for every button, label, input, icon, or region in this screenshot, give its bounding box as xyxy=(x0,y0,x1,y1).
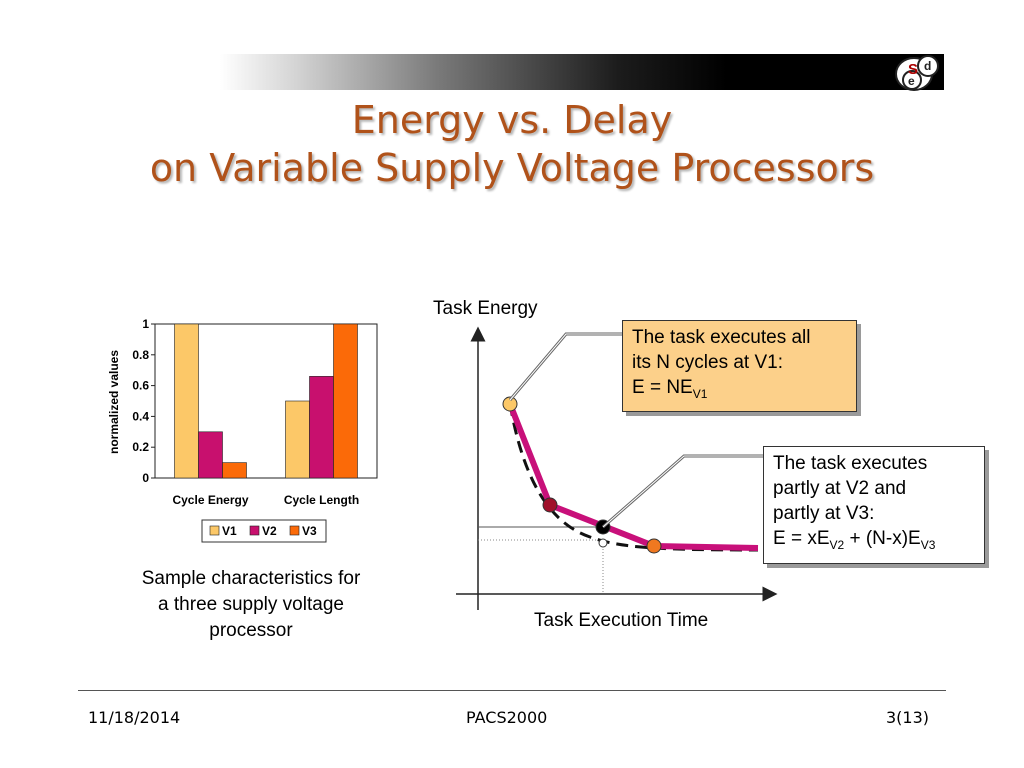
y-axis-label-task-energy: Task Energy xyxy=(433,298,538,319)
v3-point xyxy=(646,538,662,554)
chart-legend: V1 V2 V3 xyxy=(201,519,327,543)
callout2-line2: partly at V2 and xyxy=(773,478,907,499)
y-axis-label: normalized values xyxy=(107,350,121,454)
y-ticks: 0 0.2 0.4 0.6 0.8 1 xyxy=(132,317,155,485)
sed-logo: S d e xyxy=(895,55,939,91)
y-tick-label: 0.2 xyxy=(132,440,149,454)
v1-point xyxy=(502,396,518,412)
bar-chart: 00.20.40.60.81 Cycle Energy Cycle Length … xyxy=(107,317,378,543)
svg-text:S: S xyxy=(908,61,918,78)
svg-text:d: d xyxy=(924,59,931,73)
callout2-leader-inner xyxy=(602,455,763,528)
callout1-line1: The task executes all xyxy=(632,327,811,348)
ideal-point xyxy=(598,538,608,548)
y-tick-label: 0.8 xyxy=(132,348,149,362)
header-gradient-bar xyxy=(220,54,944,90)
x-categories: Cycle Energy Cycle Length xyxy=(172,493,359,507)
callout1-formula: E = NEV1 xyxy=(632,377,708,401)
x-axis-label-task-time: Task Execution Time xyxy=(534,610,709,631)
bar-v3-cycle-length xyxy=(333,323,358,479)
legend-swatch-v3 xyxy=(289,525,300,536)
footer-page-number: 3(13) xyxy=(886,708,930,727)
bar-v1-cycle-energy xyxy=(174,323,199,479)
y-tick-label: 1 xyxy=(142,317,149,331)
continuous-voltage-curve xyxy=(508,403,759,552)
title-line-1: Energy vs. Delay xyxy=(351,98,673,142)
slide-title: Energy vs. Delay on Variable Supply Volt… xyxy=(0,96,1024,192)
callout2-line3: partly at V3: xyxy=(773,503,875,524)
x-category-label: Cycle Length xyxy=(284,493,359,507)
discrete-voltage-curve xyxy=(507,402,759,551)
callout1-leader xyxy=(508,332,622,401)
bar-v2-cycle-length xyxy=(309,376,334,479)
x-category-label: Cycle Energy xyxy=(172,493,248,507)
callout2-leader xyxy=(602,454,763,529)
caption-line: processor xyxy=(209,620,293,641)
callout2-line1: The task executes xyxy=(773,453,928,474)
legend-label-v3: V3 xyxy=(302,524,317,538)
title-line-2: on Variable Supply Voltage Processors xyxy=(149,146,875,190)
callout1-line2: its N cycles at V1: xyxy=(632,352,783,373)
energy-delay-diagram xyxy=(456,326,778,610)
callout1-leader-inner xyxy=(509,333,622,401)
bar-v2-cycle-energy xyxy=(198,431,223,479)
bars-group xyxy=(174,323,358,479)
chart-caption: Sample characteristics for a three suppl… xyxy=(98,566,404,644)
legend-label-v2: V2 xyxy=(262,524,277,538)
legend-swatch-v1 xyxy=(209,525,220,536)
y-tick-label: 0.6 xyxy=(132,379,149,393)
legend-swatch-v2 xyxy=(249,525,260,536)
y-tick-label: 0 xyxy=(142,471,149,485)
caption-line: Sample characteristics for xyxy=(141,568,361,589)
footer-title: PACS2000 xyxy=(466,708,548,727)
caption-line: a three supply voltage xyxy=(158,594,344,615)
footer-date: 11/18/2014 xyxy=(88,708,181,727)
callout-v1: The task executes all its N cycles at V1… xyxy=(622,320,857,412)
callout2-formula: E = xEV2 + (N-x)EV3 xyxy=(773,528,936,552)
bar-v3-cycle-energy xyxy=(222,462,247,479)
legend-box xyxy=(201,519,327,543)
v2-point xyxy=(542,497,558,513)
footer-divider xyxy=(78,690,946,691)
callout-v2-v3: The task executes partly at V2 and partl… xyxy=(763,446,985,564)
svg-text:e: e xyxy=(908,74,915,88)
bar-v1-cycle-length xyxy=(285,400,310,479)
y-tick-label: 0.4 xyxy=(132,409,149,423)
legend-label-v1: V1 xyxy=(222,524,237,538)
